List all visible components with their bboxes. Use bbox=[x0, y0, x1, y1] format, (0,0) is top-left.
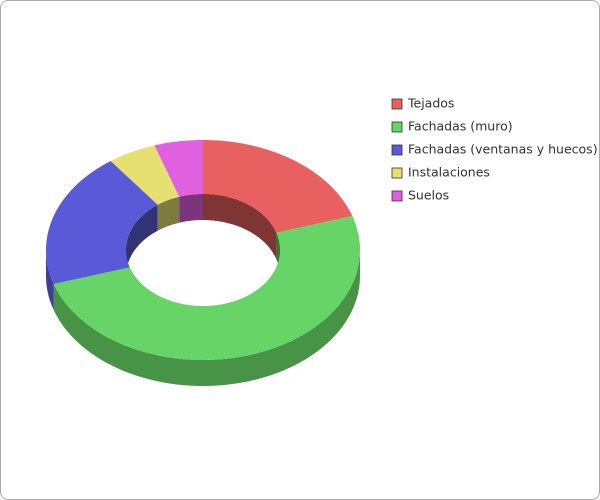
legend-swatch bbox=[391, 98, 403, 110]
legend-label: Fachadas (muro) bbox=[408, 119, 513, 134]
slice bbox=[46, 161, 158, 284]
legend-swatch bbox=[391, 144, 403, 156]
legend-label: Fachadas (ventanas y huecos) bbox=[408, 142, 598, 157]
slice-side bbox=[46, 250, 54, 310]
slice-inner-side bbox=[157, 196, 180, 231]
slice-inner-side bbox=[126, 204, 158, 276]
legend-label: Suelos bbox=[408, 188, 449, 203]
slice bbox=[203, 140, 353, 233]
slices bbox=[46, 140, 361, 360]
slice-inner-side bbox=[179, 194, 203, 223]
slice-inner-side bbox=[203, 194, 277, 259]
outer-walls bbox=[46, 250, 361, 386]
slice-side bbox=[53, 250, 361, 386]
legend-swatch bbox=[391, 121, 403, 133]
legend-swatch bbox=[391, 167, 403, 179]
slice bbox=[53, 216, 361, 360]
slice bbox=[154, 140, 203, 197]
legend-label: Instalaciones bbox=[408, 165, 490, 180]
legend-swatch bbox=[391, 190, 403, 202]
inner-walls bbox=[126, 194, 280, 276]
legend-label: Tejados bbox=[407, 96, 454, 111]
slice bbox=[110, 145, 180, 205]
